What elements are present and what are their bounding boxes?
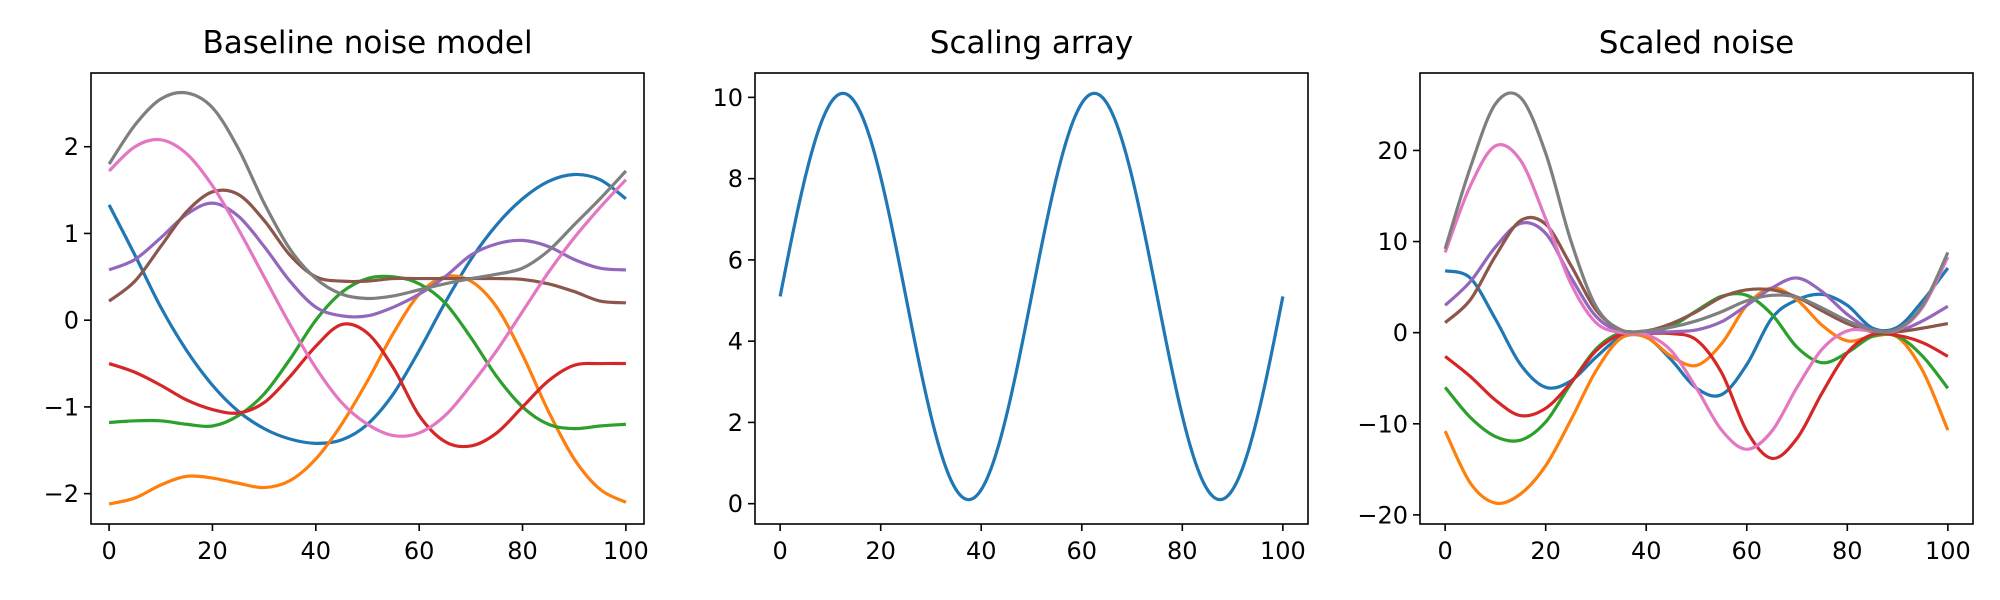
- y-tick-label: 8: [728, 165, 743, 193]
- x-tick-label: 60: [1066, 537, 1097, 565]
- subplot-1: 0 20 40 60 80 100 −2 −1 0 1 2 Baseline noise model: [44, 25, 649, 565]
- y-tick-label: 0: [728, 490, 743, 518]
- y-tick-label: 4: [728, 328, 743, 356]
- y-tick-label: 10: [712, 84, 743, 112]
- y-tick-label: −2: [44, 480, 79, 508]
- y-tick-label: 10: [1377, 228, 1408, 256]
- series-line-6: [1444, 215, 1949, 335]
- x-tick-label: 80: [1167, 537, 1198, 565]
- x-tick-label: 0: [772, 537, 787, 565]
- series-line-4: [108, 322, 626, 449]
- x-tick-label: 60: [404, 537, 435, 565]
- subplot-3: 0 20 40 60 80 100 −20 −10 0 10 20 Scaled noise: [1357, 25, 1974, 565]
- x-tick-label: 40: [301, 537, 332, 565]
- x-tick-label: 100: [1925, 537, 1971, 565]
- series-line-8: [107, 90, 628, 301]
- series-line-5: [1444, 221, 1949, 335]
- axes-frame: [90, 72, 645, 525]
- series-line-4: [1444, 331, 1949, 461]
- x-tick-label: 20: [865, 537, 896, 565]
- series-line-3: [1443, 291, 1950, 443]
- series-line-1: [778, 91, 1285, 502]
- series-line-7: [1443, 143, 1950, 451]
- subplot-2: 0 20 40 60 80 100 0 2 4 6 8 10 Scaling array: [712, 25, 1309, 565]
- y-tick-label: −10: [1357, 410, 1408, 438]
- x-tick-label: 60: [1731, 537, 1762, 565]
- y-tick-label: −20: [1357, 501, 1408, 529]
- x-tick-label: 40: [1631, 537, 1662, 565]
- y-tick-label: 20: [1377, 137, 1408, 165]
- y-tick-label: 0: [64, 307, 79, 335]
- series-line-3: [108, 274, 627, 431]
- x-tick-label: 80: [1832, 537, 1863, 565]
- series-line-8: [1443, 91, 1950, 334]
- x-tick-label: 20: [197, 537, 228, 565]
- y-tick-label: 2: [728, 409, 743, 437]
- y-tick-label: −1: [44, 393, 79, 421]
- series-line-2: [108, 274, 627, 506]
- x-tick-label: 0: [1437, 537, 1452, 565]
- x-tick-label: 40: [966, 537, 997, 565]
- y-tick-label: 0: [1393, 319, 1408, 347]
- x-tick-label: 100: [603, 537, 649, 565]
- axes-frame: [1419, 72, 1974, 525]
- x-tick-label: 80: [507, 537, 538, 565]
- x-tick-label: 20: [1530, 537, 1561, 565]
- x-tick-label: 100: [1260, 537, 1306, 565]
- x-tick-label: 0: [101, 537, 116, 565]
- series-line-7: [107, 137, 628, 438]
- y-tick-label: 1: [64, 220, 79, 248]
- chart-title: Scaling array: [930, 25, 1133, 61]
- axes-frame: [754, 72, 1309, 525]
- series-line-5: [108, 201, 627, 319]
- chart-title: Baseline noise model: [202, 25, 532, 61]
- y-tick-label: 2: [64, 133, 79, 161]
- chart-title: Scaled noise: [1599, 25, 1794, 61]
- y-tick-label: 6: [728, 246, 743, 274]
